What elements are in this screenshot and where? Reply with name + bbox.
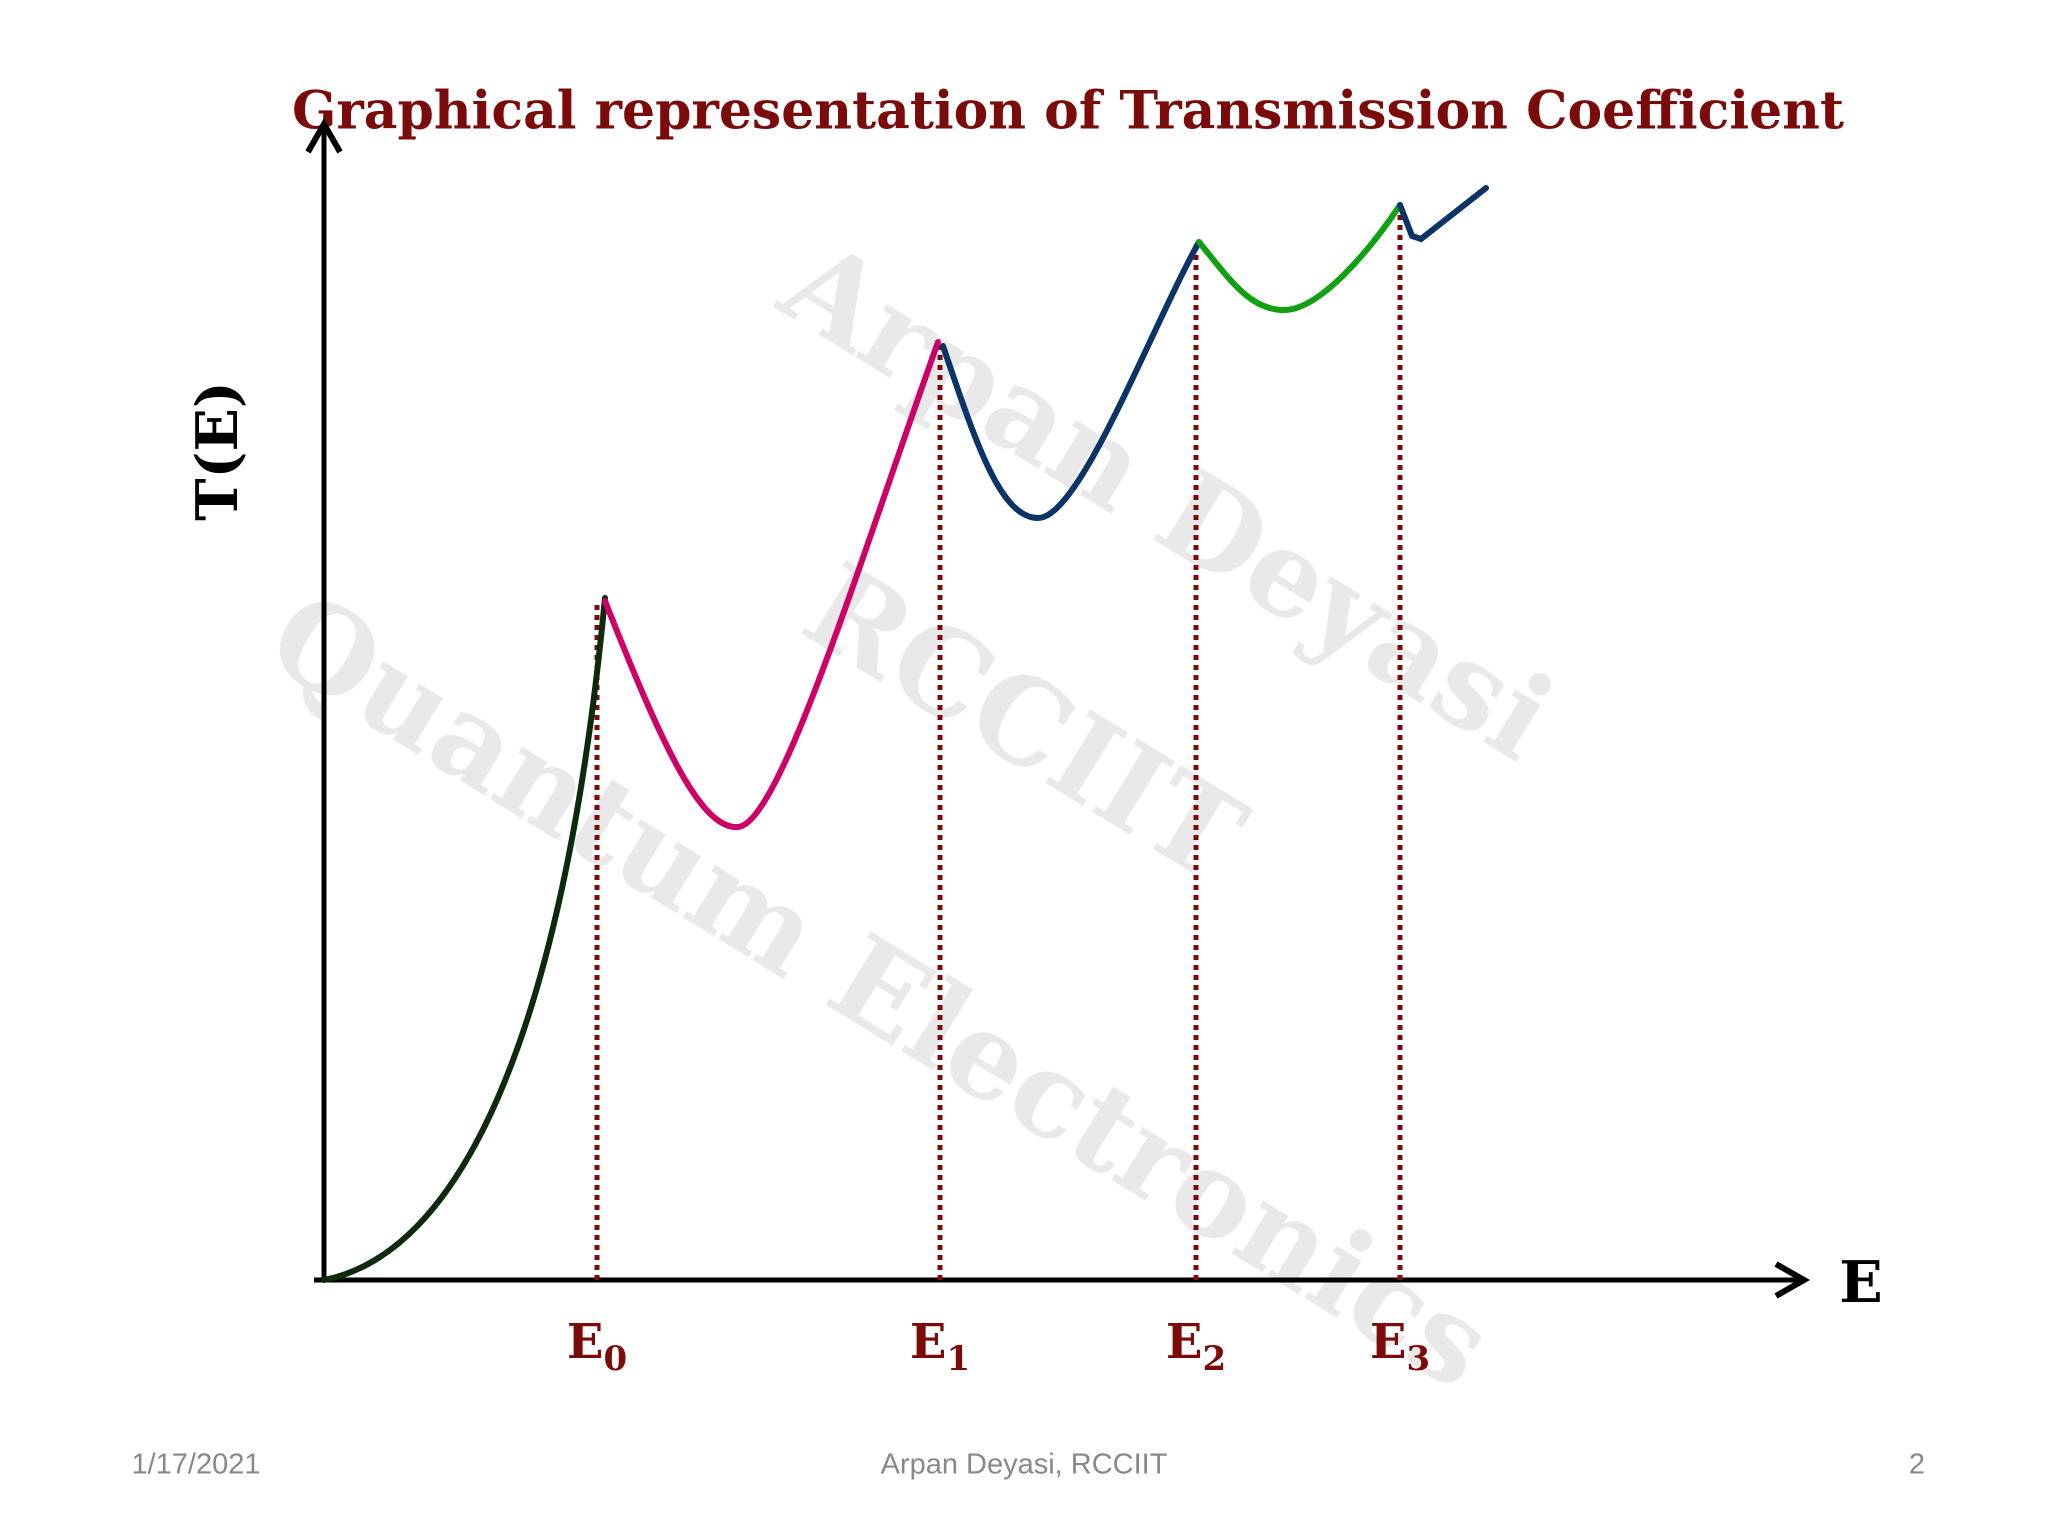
title: Graphical representation of Transmission… [292, 81, 1844, 142]
marker-label: E2 [1166, 1314, 1226, 1379]
curve [1397, 185, 1489, 243]
marker-labels: E0 E1 E2 E3 [567, 1314, 1430, 1379]
marker-subscript: 2 [1202, 1339, 1226, 1379]
marker-subscript: 0 [603, 1339, 627, 1379]
marker-base: E [910, 1314, 947, 1370]
marker-label: E3 [1370, 1314, 1430, 1379]
marker-base: E [1370, 1314, 1407, 1370]
marker-subscript: 1 [946, 1339, 970, 1379]
y-axis-label: T(E) [184, 381, 251, 521]
footer-page: 2 [1909, 1449, 1925, 1481]
curves [321, 185, 1489, 1283]
curve [940, 239, 1202, 522]
marker-label: E0 [567, 1314, 627, 1379]
marker-label: E1 [910, 1314, 970, 1379]
watermark: Arpan Deyasi RCCIIT Quantum Electronics [246, 212, 1576, 1416]
footer: 1/17/2021 Arpan Deyasi, RCCIIT 2 [131, 1449, 1925, 1481]
guides [594, 205, 1403, 1280]
marker-base: E [567, 1314, 604, 1370]
footer-date: 1/17/2021 [131, 1449, 260, 1481]
curve [602, 339, 941, 831]
marker-base: E [1166, 1314, 1203, 1370]
marker-subscript: 3 [1406, 1339, 1430, 1379]
curve [1196, 202, 1403, 314]
curve [321, 595, 608, 1283]
x-axis-label: E [1839, 1249, 1882, 1316]
footer-author: Arpan Deyasi, RCCIIT [881, 1449, 1168, 1481]
